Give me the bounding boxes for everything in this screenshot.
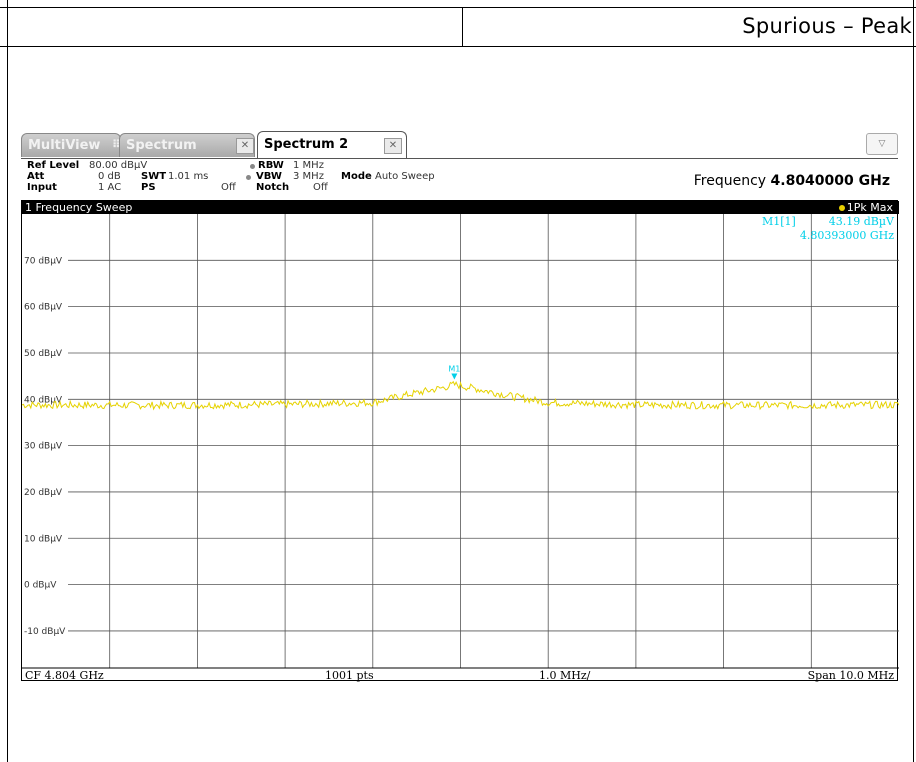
rbw-value: 1 MHz: [293, 160, 324, 171]
y-tick-label: 0 dBµV: [24, 581, 57, 591]
close-icon[interactable]: ✕: [384, 138, 402, 154]
footer-cf: CF 4.804 GHz: [25, 669, 104, 682]
ps-key: PS: [141, 182, 156, 193]
footer-span: Span 10.0 MHz: [808, 669, 895, 682]
frequency-key: Frequency: [693, 173, 767, 189]
att-value: 0 dB: [98, 171, 121, 182]
y-tick-label: 70 dBµV: [24, 256, 63, 266]
trace-line: [22, 380, 899, 411]
trace-label: 1Pk Max: [846, 201, 893, 214]
footer-points: 1001 pts: [325, 669, 374, 682]
y-tick-label: 60 dBµV: [24, 303, 63, 313]
y-tick-label: 40 dBµV: [24, 395, 63, 405]
marker-table-freq: 4.80393000 GHz: [800, 229, 894, 242]
y-tick-label: -10 dBµV: [24, 627, 66, 637]
report-border-mid: [0, 46, 916, 47]
report-border-left: [7, 0, 8, 762]
plot-title: 1 Frequency Sweep: [25, 201, 133, 214]
report-border-right: [913, 0, 914, 762]
notch-value: Off: [313, 182, 328, 193]
marker-table-name: M1[1]: [762, 215, 796, 228]
tab-spectrum[interactable]: Spectrum ✕: [119, 133, 255, 157]
ref-level-value: 80.00 dBµV: [89, 160, 148, 171]
rbw-key: RBW: [258, 160, 284, 171]
multiview-grid-icon: ⠿: [112, 138, 121, 151]
tab-multiview-label: MultiView: [28, 138, 101, 153]
vbw-value: 3 MHz: [293, 171, 324, 182]
marker-group: M1: [448, 365, 460, 380]
report-title: Spurious – Peak: [742, 14, 912, 38]
mode-key: Mode: [341, 171, 372, 182]
y-tick-label: 20 dBµV: [24, 488, 63, 498]
swt-value: 1.01 ms: [168, 171, 209, 182]
vbw-key: VBW: [256, 171, 282, 182]
y-tick-label: 30 dBµV: [24, 442, 63, 452]
plot-grid: [68, 214, 899, 668]
ps-value: Off: [221, 182, 236, 193]
parameter-header: Ref Level 80.00 dBµV Att 0 dB Input 1 AC…: [21, 158, 898, 201]
vbw-coupled-icon: [246, 175, 251, 180]
marker-label: M1: [448, 365, 460, 374]
chevron-down-icon[interactable]: ▽: [866, 133, 898, 155]
tab-multiview[interactable]: MultiView ⠿: [21, 133, 121, 157]
frequency-sweep-plot: 1 Frequency Sweep 1Pk Max 70 dBµV 60 dBµV…: [21, 200, 899, 682]
marker-table: M1[1] 43.19 dBµV 4.80393000 GHz: [762, 215, 895, 242]
input-key: Input: [27, 182, 57, 193]
mode-value: Auto Sweep: [375, 171, 435, 182]
y-tick-label: 10 dBµV: [24, 534, 63, 544]
marker-table-level: 43.19 dBµV: [829, 215, 895, 228]
report-border-col: [462, 7, 463, 47]
tab-spectrum-2[interactable]: Spectrum 2 ✕: [257, 131, 407, 158]
rbw-coupled-icon: [250, 164, 255, 169]
plot-title-bar: 1 Frequency Sweep 1Pk Max: [22, 201, 899, 214]
swt-key: SWT: [141, 171, 167, 182]
frequency-value: 4.8040000 GHz: [770, 173, 890, 189]
report-border-top: [0, 7, 916, 8]
y-axis-labels: 70 dBµV 60 dBµV 50 dBµV 40 dBµV 30 dBµV 20 dB…: [24, 256, 66, 637]
marker-triangle-icon[interactable]: [451, 373, 458, 380]
tab-spectrum-2-label: Spectrum 2: [264, 137, 349, 152]
tab-spectrum-label: Spectrum: [126, 138, 197, 153]
close-icon[interactable]: ✕: [236, 138, 254, 154]
trace-color-dot: [838, 205, 845, 211]
notch-key: Notch: [256, 182, 290, 193]
frequency-readout: Frequency 4.8040000 GHz: [694, 173, 890, 189]
input-value: 1 AC: [98, 182, 122, 193]
trace-badge: 1Pk Max: [838, 201, 893, 214]
spectrum-analyzer-window: MultiView ⠿ Spectrum ✕ Spectrum 2 ✕ ▽ Re…: [21, 131, 899, 682]
sweep-chart-svg[interactable]: 70 dBµV 60 dBµV 50 dBµV 40 dBµV 30 dBµV 20 dB…: [22, 201, 899, 682]
ref-level-key: Ref Level: [27, 160, 80, 171]
att-key: Att: [27, 171, 45, 182]
tab-bar: MultiView ⠿ Spectrum ✕ Spectrum 2 ✕ ▽: [21, 131, 898, 158]
y-tick-label: 50 dBµV: [24, 349, 63, 359]
footer-division: 1.0 MHz/: [539, 669, 591, 682]
